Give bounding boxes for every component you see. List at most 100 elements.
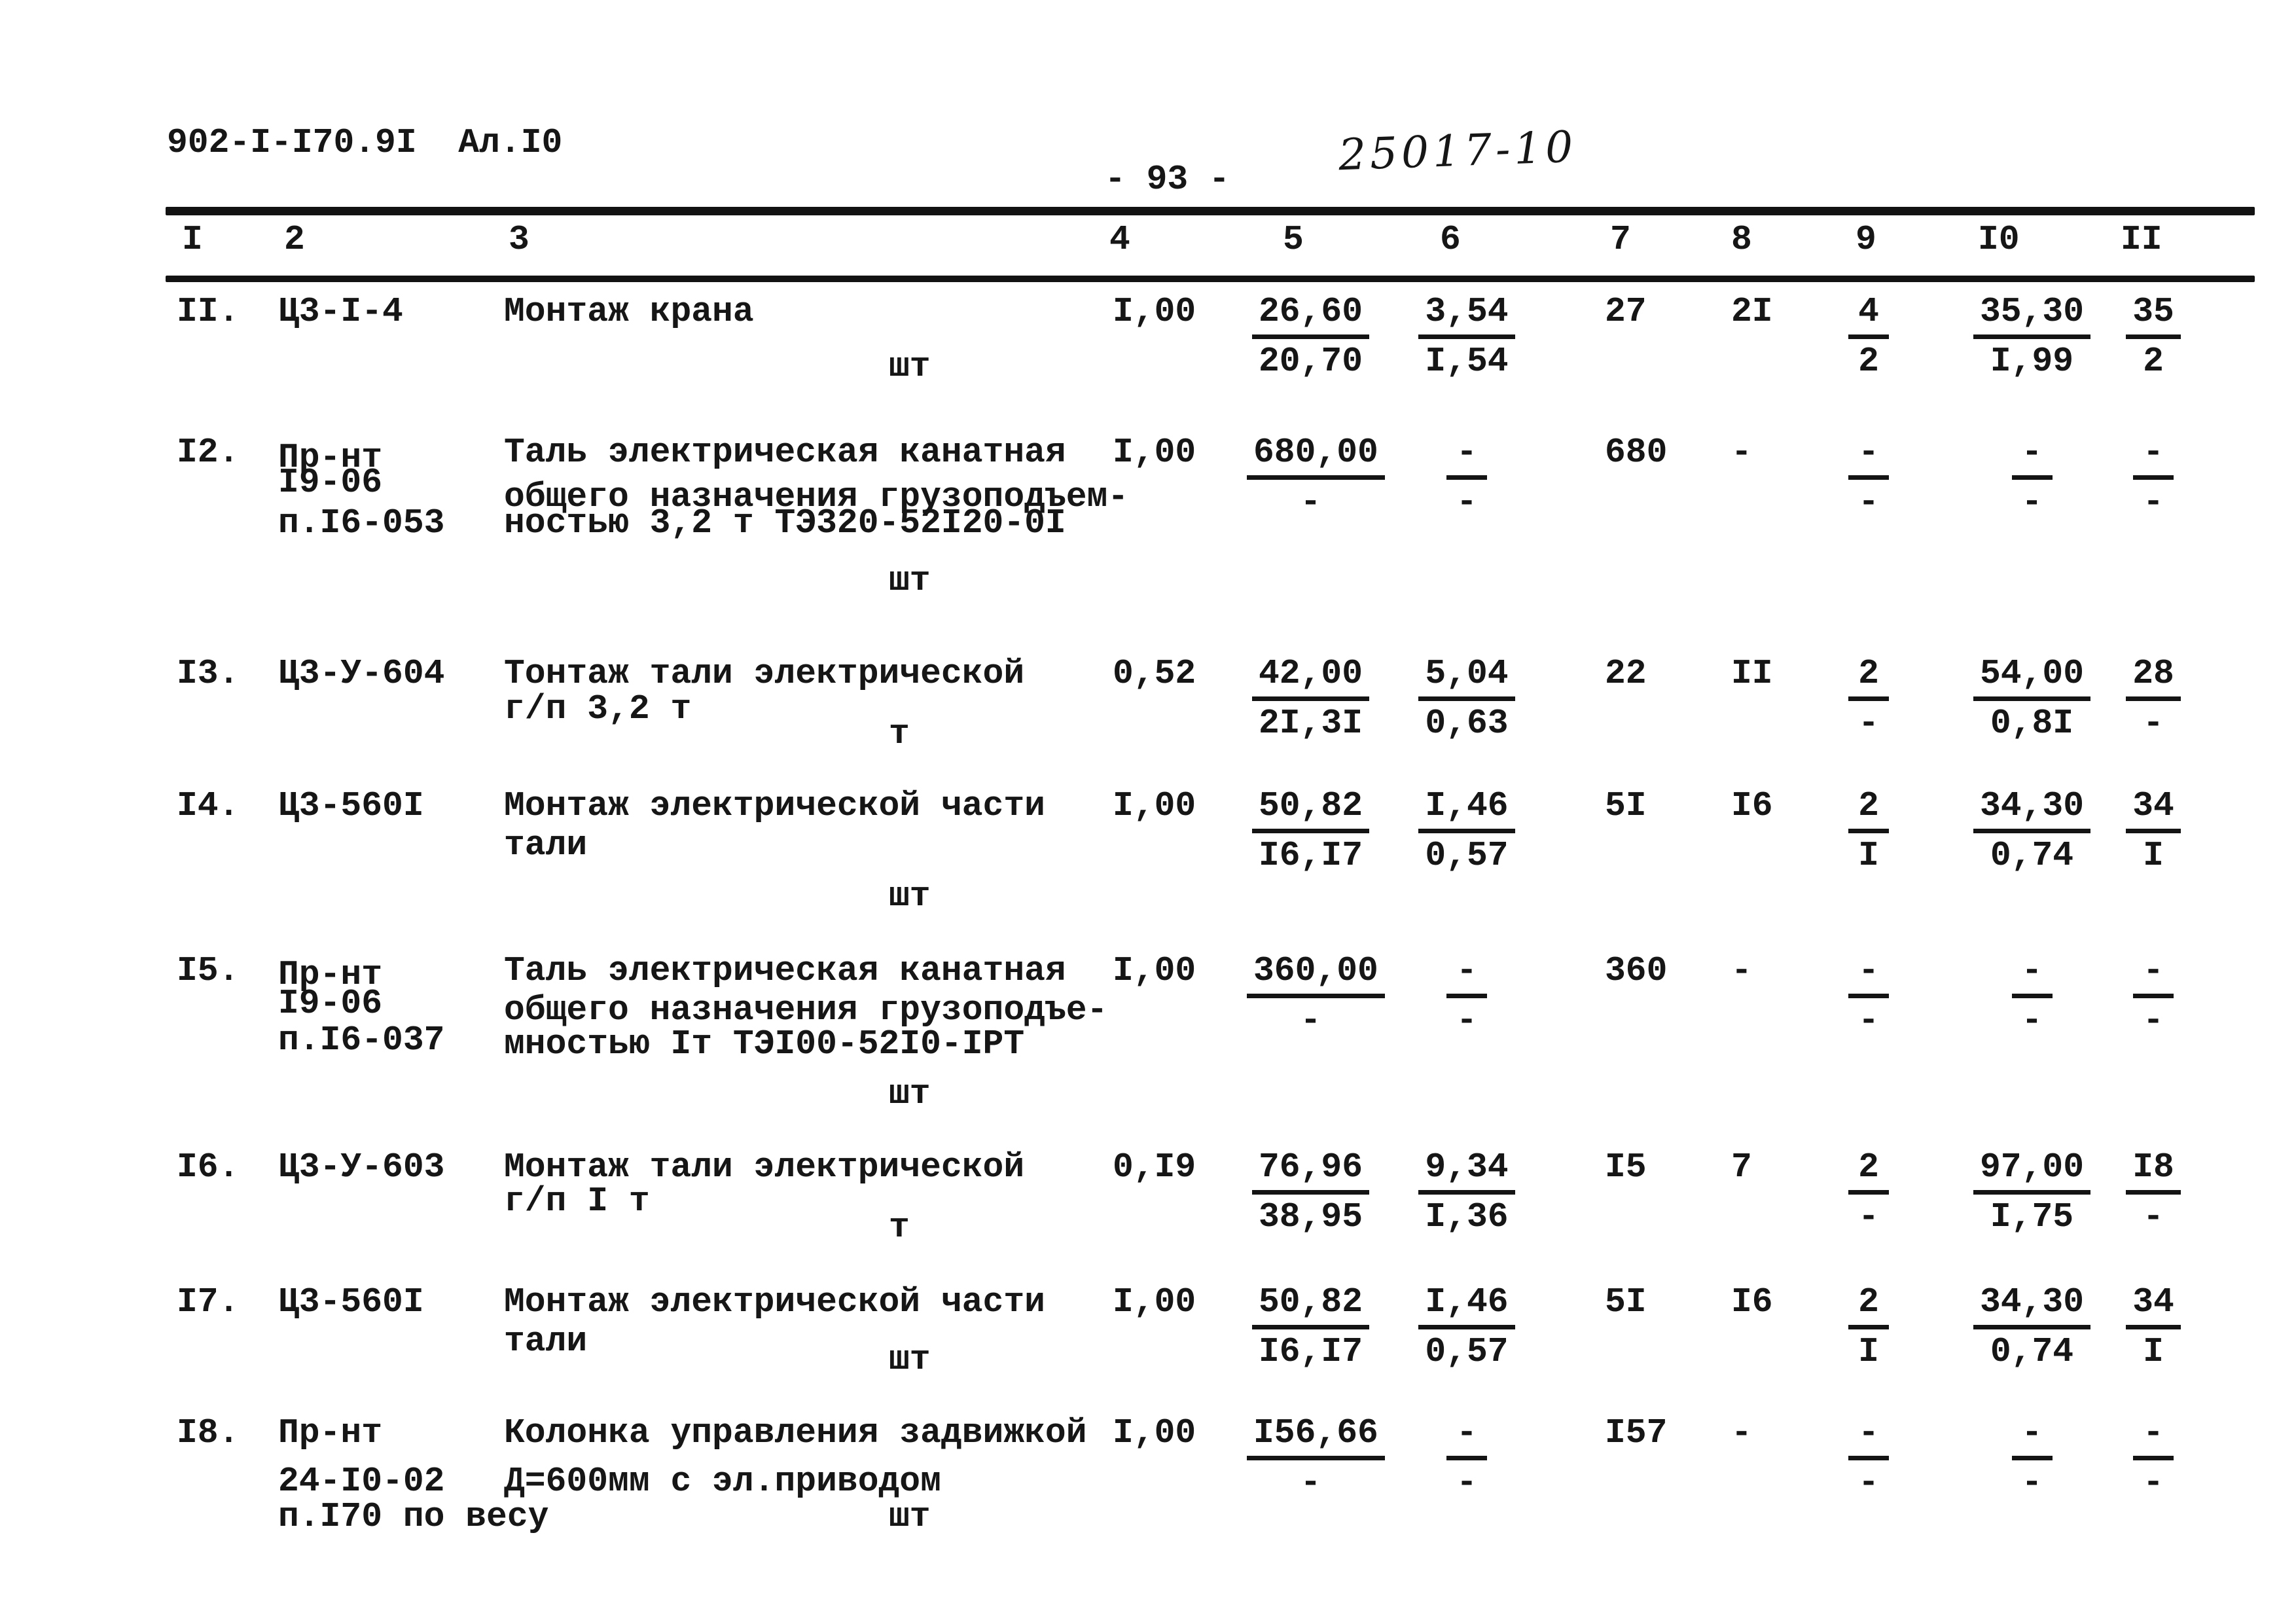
c6-fraction-cell: 5,04 0,63 <box>1408 657 1525 741</box>
c11-fraction-cell: -- <box>2114 435 2193 520</box>
unit-cell: т <box>889 1208 910 1247</box>
fraction-denominator: I <box>1858 836 1879 875</box>
code-line: I9-06 <box>278 463 383 502</box>
fraction-numerator: 2 <box>1848 657 1889 701</box>
fraction-numerator: 35,30 <box>1973 295 2091 339</box>
fraction-denominator: I,54 <box>1425 342 1509 381</box>
code-line: Ц3-У-604 <box>278 654 445 693</box>
fraction-denominator: - <box>2143 1197 2164 1236</box>
code-line: I9-06 <box>278 984 383 1023</box>
fraction-numerator: - <box>2011 435 2053 480</box>
unit-cell: шт <box>889 1340 931 1379</box>
fraction-denominator: - <box>2143 1463 2164 1502</box>
fraction-numerator: - <box>1446 435 1487 480</box>
code-line: п.I6-037 <box>278 1020 445 1060</box>
fraction-numerator: - <box>2133 954 2174 998</box>
qty-cell: I,00 <box>1113 786 1196 825</box>
c5-fraction-cell: 50,82 I6,I7 <box>1247 1285 1374 1369</box>
fraction-numerator: 2 <box>1848 789 1889 833</box>
fraction-numerator: - <box>1848 435 1889 480</box>
fraction-numerator: I8 <box>2126 1150 2181 1195</box>
fraction-numerator: 360,00 <box>1247 954 1385 998</box>
description-line: общего назначения грузоподъем- <box>504 477 1129 516</box>
column-header: 6 <box>1440 220 1461 259</box>
col7-value-cell: 5I <box>1605 1282 1647 1322</box>
col8-value-cell: - <box>1731 433 1752 472</box>
fraction-numerator: 42,00 <box>1251 657 1370 701</box>
fraction-numerator: 54,00 <box>1973 657 2091 701</box>
row-number-cell: I2. <box>177 433 240 472</box>
code-line: Ц3-560I <box>278 1282 424 1322</box>
c11-fraction-cell: I8- <box>2114 1150 2193 1235</box>
c11-fraction-cell: -- <box>2114 954 2193 1038</box>
qty-cell: I,00 <box>1113 433 1196 472</box>
col7-value-cell: I5 <box>1605 1147 1647 1187</box>
fraction-denominator: I <box>1858 1332 1879 1371</box>
c6-fraction-cell: I,46 0,57 <box>1408 789 1525 873</box>
description-line: ностью 3,2 т ТЭ320-52I20-0I <box>504 503 1066 543</box>
code-line: Пр-нт <box>278 1413 383 1453</box>
fraction-denominator: I6,I7 <box>1258 1332 1363 1371</box>
table-header-border <box>166 276 2255 282</box>
code-line: Пр-нт <box>278 955 383 994</box>
fraction-numerator: I,46 <box>1418 789 1515 833</box>
fraction-numerator: - <box>1848 1416 1889 1460</box>
row-number-cell: I3. <box>177 654 240 693</box>
fraction-denominator: 38,95 <box>1258 1197 1363 1236</box>
description-line: Монтаж электрической части <box>504 1282 1045 1322</box>
column-header: 7 <box>1610 220 1631 259</box>
qty-cell: 0,I9 <box>1113 1147 1196 1187</box>
unit-cell: шт <box>889 561 931 600</box>
fraction-numerator: 50,82 <box>1251 789 1370 833</box>
col7-value-cell: I57 <box>1605 1413 1668 1453</box>
description-line: общего назначения грузоподъе- <box>504 990 1108 1030</box>
c10-fraction-cell: -- <box>1971 1416 2092 1500</box>
c11-fraction-cell: 34 I <box>2114 789 2193 873</box>
fraction-numerator: I,46 <box>1418 1285 1515 1329</box>
c5-fraction-cell: 50,82 I6,I7 <box>1247 789 1374 873</box>
c10-fraction-cell: -- <box>1971 954 2092 1038</box>
code-line: Ц3-У-603 <box>278 1147 445 1187</box>
fraction-denominator: 0,74 <box>1990 836 2074 875</box>
c10-fraction-cell: 54,00 0,8I <box>1971 657 2092 741</box>
column-header: I0 <box>1978 220 2020 259</box>
row-number-cell: I5. <box>177 951 240 990</box>
col8-value-cell: I6 <box>1731 1282 1773 1322</box>
fraction-numerator: 76,96 <box>1251 1150 1370 1195</box>
fraction-denominator: - <box>1456 482 1477 522</box>
column-header: 4 <box>1109 220 1130 259</box>
fraction-denominator: - <box>2021 1001 2043 1040</box>
fraction-denominator: I,36 <box>1425 1197 1509 1236</box>
fraction-denominator: - <box>1456 1463 1477 1502</box>
fraction-numerator: 2 <box>1848 1285 1889 1329</box>
row-number-cell: I8. <box>177 1413 240 1453</box>
fraction-numerator: 4 <box>1848 295 1889 339</box>
handwritten-number: 25017-10 <box>1337 121 1578 181</box>
column-header: 5 <box>1283 220 1304 259</box>
document-code: 902-I-I70.9I Ал.I0 <box>167 123 563 162</box>
fraction-numerator: 97,00 <box>1973 1150 2091 1195</box>
qty-cell: I,00 <box>1113 1282 1196 1322</box>
col8-value-cell: - <box>1731 951 1752 990</box>
row-number-cell: I6. <box>177 1147 240 1187</box>
fraction-numerator: 34 <box>2126 1285 2181 1329</box>
fraction-numerator: 34 <box>2126 789 2181 833</box>
code-line: Ц3-560I <box>278 786 424 825</box>
unit-cell: шт <box>889 1074 931 1113</box>
fraction-denominator: - <box>1300 482 1321 522</box>
fraction-numerator: 2 <box>1848 1150 1889 1195</box>
column-header: II <box>2121 220 2162 259</box>
code-line: 24-I0-02 <box>278 1462 445 1501</box>
fraction-numerator: 35 <box>2126 295 2181 339</box>
c10-fraction-cell: -- <box>1971 435 2092 520</box>
column-header: I <box>182 220 203 259</box>
description-line: Монтаж крана <box>504 292 754 331</box>
code-line: п.I6-053 <box>278 503 445 543</box>
col8-value-cell: I6 <box>1731 786 1773 825</box>
fraction-denominator: 2 <box>2143 342 2164 381</box>
c6-fraction-cell: 3,54 I,54 <box>1408 295 1525 379</box>
fraction-numerator: 28 <box>2126 657 2181 701</box>
